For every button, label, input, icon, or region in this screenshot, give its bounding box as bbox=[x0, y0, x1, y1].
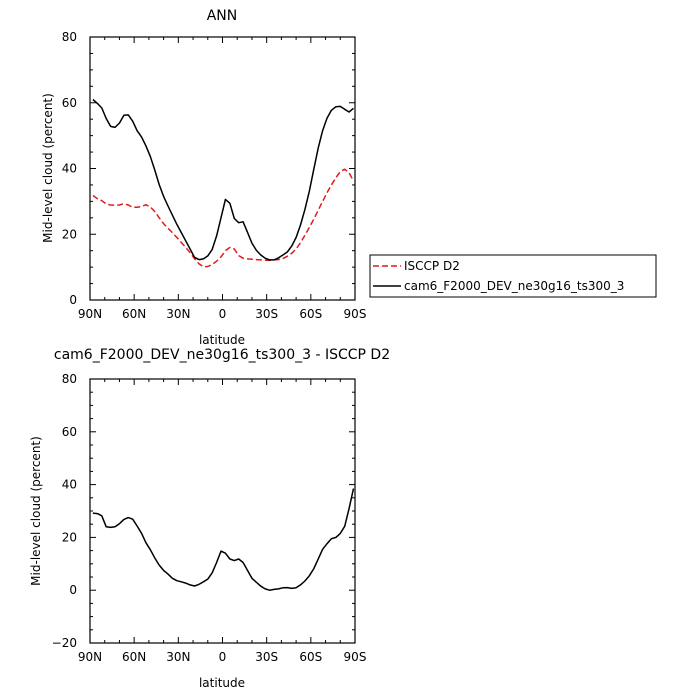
x-tick-label: 60N bbox=[122, 650, 146, 664]
x-tick-label: 30N bbox=[166, 307, 190, 321]
y-tick-label: 80 bbox=[62, 30, 77, 44]
y-tick-label: 20 bbox=[62, 530, 77, 544]
series-line-1-1 bbox=[92, 168, 355, 268]
series-lines bbox=[92, 98, 355, 268]
chart-panel-1: ANN 90N 60N 30N 0 30S 60S 90S 0 20 40 60 80 latitud… bbox=[41, 8, 366, 347]
plot-frame bbox=[89, 36, 356, 301]
x-tick-label: 30S bbox=[255, 307, 278, 321]
axis-ticks: 90N 60N 30N 0 30S 60S 90S 0 20 40 60 80 bbox=[62, 30, 367, 321]
x-tick-label: 60N bbox=[122, 307, 146, 321]
x-tick-label: 30N bbox=[166, 650, 190, 664]
x-tick-label: 90N bbox=[78, 307, 102, 321]
y-tick-label: 40 bbox=[62, 478, 77, 492]
series-line-2-1 bbox=[92, 488, 355, 591]
y-axis-label: Mid-level cloud (percent) bbox=[41, 93, 55, 243]
y-tick-label: −20 bbox=[52, 636, 77, 650]
series-lines bbox=[92, 488, 355, 591]
y-tick-label: 80 bbox=[62, 372, 77, 386]
legend-label-isccp: ISCCP D2 bbox=[404, 259, 460, 273]
x-tick-label: 90S bbox=[344, 650, 367, 664]
x-tick-label: 90S bbox=[344, 307, 367, 321]
chart-title: ANN bbox=[207, 8, 238, 24]
y-tick-label: 20 bbox=[62, 227, 77, 241]
x-tick-label: 0 bbox=[219, 650, 227, 664]
x-tick-label: 60S bbox=[299, 650, 322, 664]
legend: ISCCP D2 cam6_F2000_DEV_ne30g16_ts300_3 bbox=[369, 254, 657, 298]
y-axis-label: Mid-level cloud (percent) bbox=[29, 436, 43, 586]
y-tick-label: 60 bbox=[62, 425, 77, 439]
legend-label-cam6: cam6_F2000_DEV_ne30g16_ts300_3 bbox=[404, 279, 624, 293]
x-tick-label: 90N bbox=[78, 650, 102, 664]
y-tick-label: 0 bbox=[69, 583, 77, 597]
legend-box bbox=[369, 254, 657, 298]
y-tick-label: 40 bbox=[62, 162, 77, 176]
axis-ticks: 90N 60N 30N 0 30S 60S 90S −20 0 20 40 60 80 bbox=[52, 372, 367, 664]
chart-title: cam6_F2000_DEV_ne30g16_ts300_3 - ISCCP D… bbox=[54, 347, 390, 363]
x-tick-label: 30S bbox=[255, 650, 278, 664]
plot-frame bbox=[89, 378, 356, 644]
x-tick-label: 60S bbox=[299, 307, 322, 321]
y-tick-label: 60 bbox=[62, 96, 77, 110]
x-axis-label: latitude bbox=[199, 676, 245, 690]
x-axis-label: latitude bbox=[199, 333, 245, 347]
chart-panel-2: cam6_F2000_DEV_ne30g16_ts300_3 - ISCCP D… bbox=[29, 347, 390, 690]
x-tick-label: 0 bbox=[219, 307, 227, 321]
series-line-1-2 bbox=[92, 98, 354, 261]
y-tick-label: 0 bbox=[69, 293, 77, 307]
